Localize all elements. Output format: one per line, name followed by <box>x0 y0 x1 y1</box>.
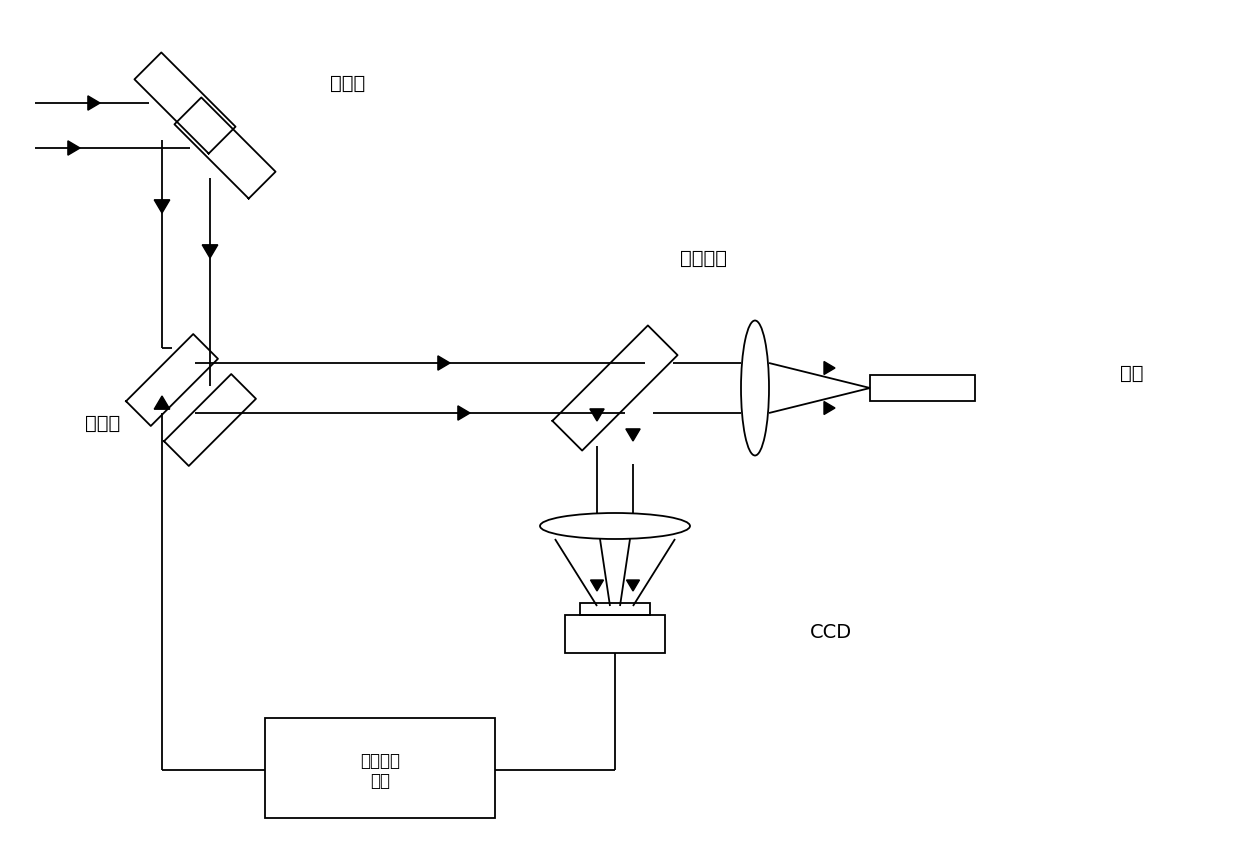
Polygon shape <box>627 580 639 591</box>
Polygon shape <box>591 580 603 591</box>
Bar <box>265 718 496 818</box>
Bar <box>870 375 975 401</box>
Text: 光纤: 光纤 <box>1120 364 1144 383</box>
Polygon shape <box>88 95 100 110</box>
Polygon shape <box>68 141 81 155</box>
Bar <box>565 615 665 653</box>
Text: 变形镜: 变形镜 <box>85 413 120 432</box>
Text: 分光棱镜: 分光棱镜 <box>680 248 727 267</box>
Polygon shape <box>154 396 170 409</box>
Text: 神经网络
模块: 神经网络 模块 <box>361 752 400 791</box>
Polygon shape <box>824 361 835 374</box>
Polygon shape <box>458 406 470 420</box>
Polygon shape <box>154 200 170 213</box>
Text: 快反镜: 快反镜 <box>330 74 366 93</box>
Bar <box>580 603 650 615</box>
Polygon shape <box>626 429 641 441</box>
Polygon shape <box>437 356 450 370</box>
Polygon shape <box>824 402 835 415</box>
Text: CCD: CCD <box>810 623 852 642</box>
Polygon shape <box>590 409 605 421</box>
Polygon shape <box>202 245 218 258</box>
